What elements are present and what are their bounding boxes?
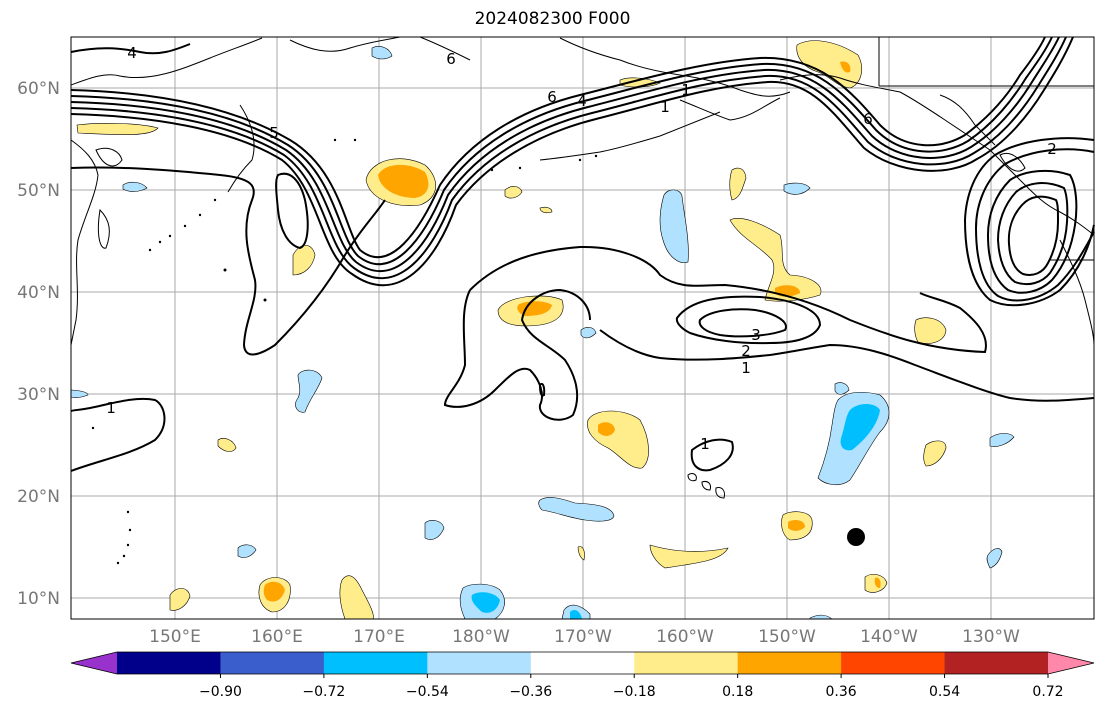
lat-label: 20°N — [17, 487, 60, 507]
colorbar-swatch — [427, 652, 532, 674]
lat-label: 50°N — [17, 181, 60, 201]
lon-label: 180°W — [452, 627, 510, 647]
colorbar-swatch — [323, 652, 428, 674]
colorbar-swatch — [530, 652, 635, 674]
contour-label: 5 — [269, 124, 279, 142]
colorbar-swatch — [117, 652, 221, 674]
lon-label: 140°W — [860, 627, 918, 647]
contour-label: 4 — [127, 44, 137, 62]
lat-label: 60°N — [17, 79, 60, 99]
lat-label: 40°N — [17, 283, 60, 303]
colorbar-extend-min — [71, 652, 117, 674]
contour-label: 1 — [681, 81, 691, 99]
lon-label: 170°W — [554, 627, 612, 647]
colorbar-tick-label: 0.54 — [929, 684, 960, 700]
colorbar-outline — [70, 651, 1095, 675]
lon-label: 170°E — [353, 627, 405, 647]
colorbar-tick-label: −0.72 — [302, 684, 345, 700]
colorbar-tick-label: 0.18 — [722, 684, 753, 700]
storm-position-marker — [847, 528, 865, 546]
lon-label: 130°W — [962, 627, 1020, 647]
contour-label: 1 — [660, 98, 670, 116]
colorbar-swatch — [944, 652, 1049, 674]
contour-label: 1 — [741, 359, 751, 377]
contour-labels: 4 5 6 4 1 1 6 2 6 1 2 3 1 1 — [106, 44, 1057, 453]
colorbar-swatch — [220, 652, 325, 674]
contour-label: 6 — [547, 88, 557, 106]
contour-label: 3 — [751, 326, 761, 344]
contour-label: 6 — [446, 50, 456, 68]
colorbar-tick-label: −0.36 — [509, 684, 552, 700]
colorbar-tick-label: −0.90 — [199, 684, 242, 700]
colorbar-swatch — [737, 652, 842, 674]
colorbar-extend-max — [1048, 652, 1094, 674]
contour-label: 4 — [577, 92, 587, 110]
colorbar: −0.90 −0.72 −0.54 −0.36 −0.18 0.18 0.36 0.54 0.7… — [70, 651, 1095, 700]
colorbar-tick-label: 0.72 — [1032, 684, 1063, 700]
plot-title: 2024082300 F000 — [474, 9, 631, 29]
colorbar-tick-label: −0.18 — [613, 684, 656, 700]
lat-label: 10°N — [17, 589, 60, 609]
strong-negative-patches — [471, 404, 880, 619]
coastlines — [70, 36, 1095, 499]
contour-lines — [70, 36, 1095, 472]
colorbar-swatch — [634, 652, 739, 674]
lon-label: 150°E — [149, 627, 201, 647]
contour-label: 1 — [700, 435, 710, 453]
lon-label: 160°W — [656, 627, 714, 647]
lon-label: 150°W — [758, 627, 816, 647]
latitude-axis: 60°N 50°N 40°N 30°N 20°N 10°N — [17, 79, 60, 609]
contour-label: 2 — [741, 342, 751, 360]
map-frame — [70, 36, 1095, 620]
colorbar-tick-label: −0.54 — [406, 684, 449, 700]
island-dots — [91, 138, 598, 565]
contour-label: 1 — [106, 399, 116, 417]
contour-label: 2 — [1047, 140, 1057, 158]
longitude-axis: 150°E 160°E 170°E 180°W 170°W 160°W 150°… — [149, 627, 1020, 647]
strong-positive-patches — [263, 61, 881, 602]
lon-label: 160°E — [251, 627, 303, 647]
colorbar-swatch — [841, 652, 946, 674]
lat-label: 30°N — [17, 385, 60, 405]
contour-label: 6 — [863, 110, 873, 128]
colorbar-tick-label: 0.36 — [826, 684, 857, 700]
